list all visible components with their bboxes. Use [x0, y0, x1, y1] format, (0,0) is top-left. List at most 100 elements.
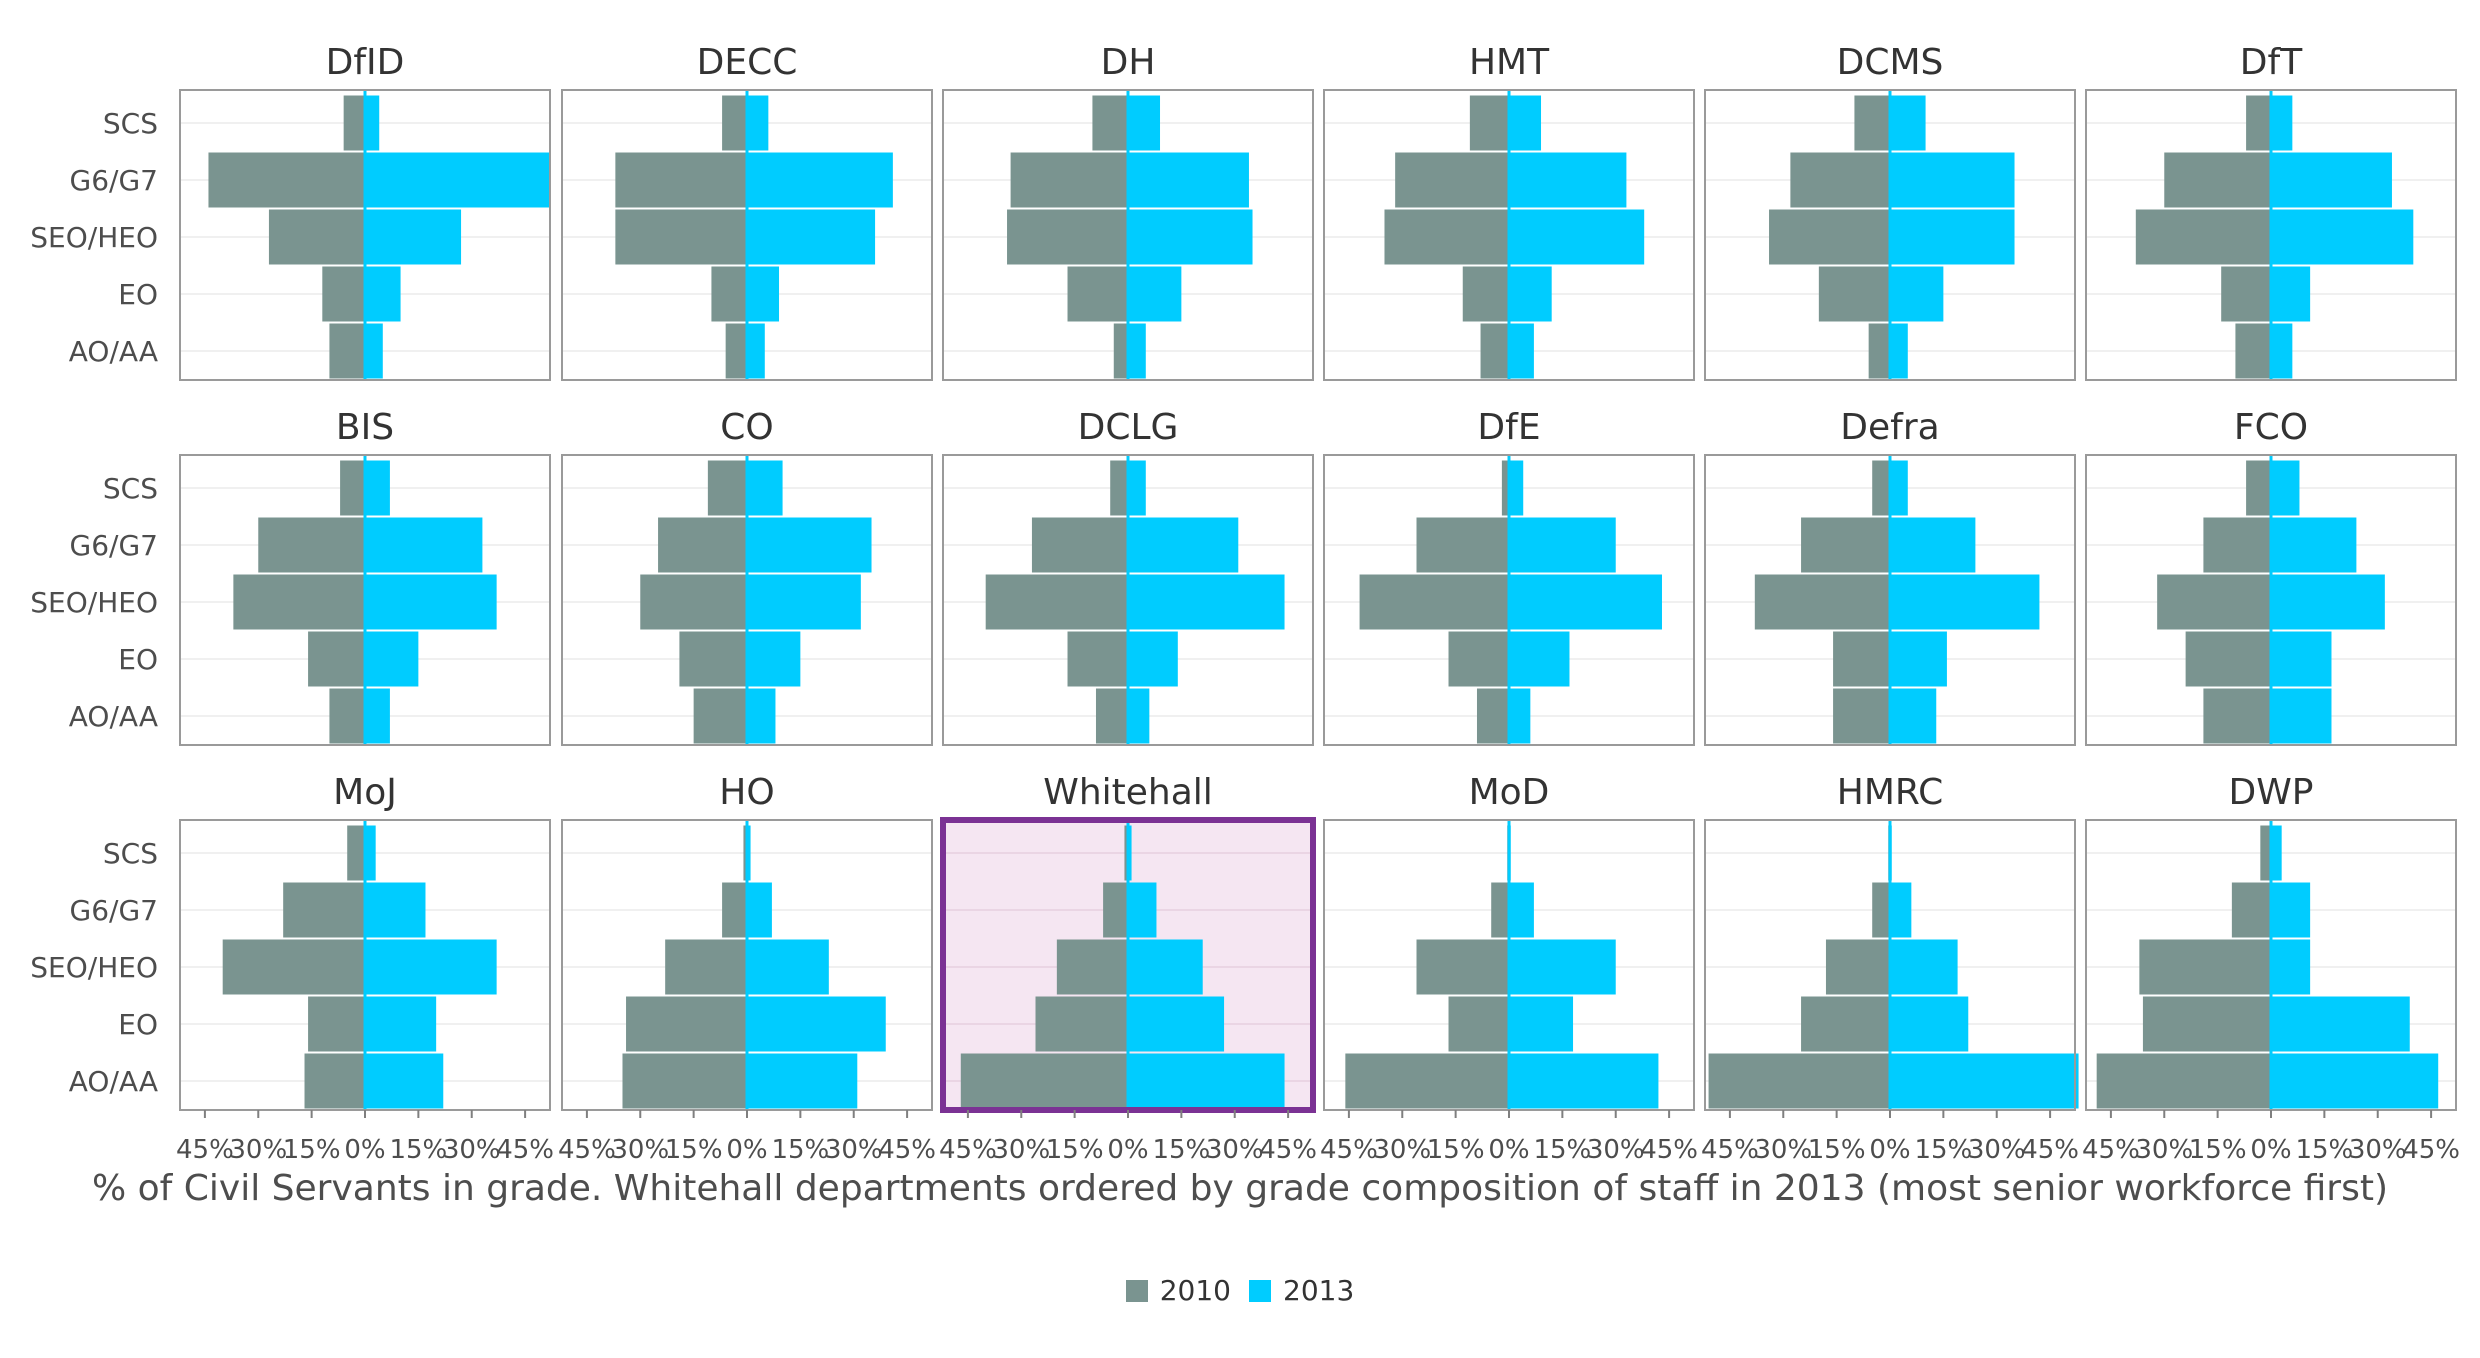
bar-2010-g6-g7 — [1416, 517, 1509, 573]
bar-2010-g6-g7 — [2164, 152, 2271, 208]
x-tick-label: 0% — [2250, 1135, 2291, 1165]
bar-2010-eo — [2185, 631, 2271, 687]
bar-2010-seo-heo — [1769, 209, 1890, 265]
bar-2010-ao-aa — [960, 1053, 1128, 1109]
bar-2013-scs — [1128, 95, 1161, 151]
bar-2010-g6-g7 — [1010, 152, 1128, 208]
bar-2013-ao-aa — [365, 1053, 444, 1109]
bar-2010-eo — [711, 266, 747, 322]
bar-2010-scs — [722, 95, 747, 151]
x-tick-label: 30% — [825, 1135, 883, 1165]
panel-border — [179, 89, 551, 381]
bar-2013-ao-aa — [2271, 323, 2293, 379]
panel-title: Whitehall — [1043, 772, 1213, 813]
panel-border — [561, 454, 933, 746]
bar-2013-eo — [1890, 631, 1947, 687]
bar-2010-ao-aa — [1345, 1053, 1509, 1109]
bar-2010-ao-aa — [1833, 688, 1890, 744]
bar-2013-seo-heo — [1509, 574, 1662, 630]
bar-2013-ao-aa — [1128, 1053, 1285, 1109]
bar-2010-ao-aa — [725, 323, 747, 379]
panel-border — [179, 454, 551, 746]
x-tick-label: 30% — [611, 1135, 669, 1165]
bar-2010-scs — [340, 460, 365, 516]
x-tick-label: 15% — [2295, 1135, 2353, 1165]
bar-2013-g6-g7 — [747, 882, 772, 938]
bar-2010-ao-aa — [304, 1053, 365, 1109]
y-tick-g6-g7: G6/G7 — [70, 529, 158, 562]
x-tick-label: 45% — [1640, 1135, 1698, 1165]
bar-2013-ao-aa — [1890, 688, 1937, 744]
bar-2013-scs — [747, 95, 769, 151]
x-tick-label: 15% — [1808, 1135, 1866, 1165]
bar-2010-eo — [1035, 996, 1128, 1052]
x-tick-label: 45% — [1320, 1135, 1378, 1165]
panel-border — [1704, 89, 2076, 381]
bar-2013-seo-heo — [1509, 209, 1645, 265]
panel-dfid: DfID SCS G6/G7 SEO/HEO EO AO/AA — [30, 42, 551, 381]
bar-2013-eo — [747, 996, 886, 1052]
panel-title: FCO — [2234, 407, 2308, 448]
bar-2010-scs — [347, 825, 365, 881]
bar-2013-eo — [747, 266, 780, 322]
panel-border — [1704, 454, 2076, 746]
bar-2013-g6-g7 — [1128, 517, 1239, 573]
x-tick-label: 45% — [176, 1135, 234, 1165]
bar-2010-scs — [1872, 460, 1890, 516]
bar-2010-g6-g7 — [615, 152, 747, 208]
x-tick-label: 45% — [2021, 1135, 2079, 1165]
x-axis-caption: % of Civil Servants in grade. Whitehall … — [91, 1168, 2389, 1209]
panel-dfe: DfE — [1323, 407, 1695, 746]
x-tick-label: 15% — [283, 1135, 341, 1165]
panel-co: CO — [561, 407, 933, 746]
x-tick-label: 0% — [726, 1135, 767, 1165]
bar-2010-g6-g7 — [208, 152, 365, 208]
bar-2013-ao-aa — [2271, 688, 2332, 744]
bar-2013-scs — [1128, 825, 1132, 881]
bar-2010-ao-aa — [329, 688, 365, 744]
bar-2013-eo — [2271, 631, 2332, 687]
panel-border — [2085, 454, 2457, 746]
panel-border — [1323, 454, 1695, 746]
bar-2010-scs — [743, 825, 747, 881]
bar-2010-g6-g7 — [1031, 517, 1128, 573]
bar-2010-scs — [1124, 825, 1128, 881]
bar-2013-eo — [1890, 266, 1944, 322]
x-tick-label: 0% — [1488, 1135, 1529, 1165]
bar-2010-ao-aa — [329, 323, 365, 379]
bar-2013-scs — [747, 460, 783, 516]
bar-2010-eo — [308, 996, 365, 1052]
bar-2010-eo — [1462, 266, 1509, 322]
bar-2010-seo-heo — [233, 574, 365, 630]
bar-2013-ao-aa — [365, 323, 383, 379]
panel-title: DECC — [697, 42, 798, 83]
bar-2010-scs — [2246, 95, 2271, 151]
x-tick-label: 30% — [1754, 1135, 1812, 1165]
bar-2010-seo-heo — [2157, 574, 2271, 630]
bar-2013-g6-g7 — [747, 152, 893, 208]
bar-2010-seo-heo — [615, 209, 747, 265]
bar-2010-g6-g7 — [2231, 882, 2271, 938]
bar-2013-scs — [2271, 825, 2282, 881]
bar-2010-eo — [1067, 266, 1128, 322]
bar-2010-g6-g7 — [1790, 152, 1890, 208]
y-tick-seo-heo: SEO/HEO — [30, 221, 158, 254]
panel-title: HMT — [1469, 42, 1550, 83]
bar-2013-scs — [2271, 95, 2293, 151]
bar-2010-g6-g7 — [658, 517, 747, 573]
panel-decc: DECC — [561, 42, 933, 381]
x-tick-label: 0% — [1107, 1135, 1148, 1165]
bar-2013-scs — [365, 825, 376, 881]
bar-2013-seo-heo — [747, 574, 861, 630]
y-tick-g6-g7: G6/G7 — [70, 164, 158, 197]
x-tick-label: 45% — [939, 1135, 997, 1165]
panel-title: DfID — [326, 42, 405, 83]
bar-2010-scs — [2246, 460, 2271, 516]
bar-2013-seo-heo — [1890, 574, 2040, 630]
panel-title: MoD — [1469, 772, 1550, 813]
panel-defra: Defra — [1704, 407, 2076, 746]
x-tick-label: 15% — [1533, 1135, 1591, 1165]
bar-2010-scs — [2260, 825, 2271, 881]
bar-2013-g6-g7 — [1509, 517, 1616, 573]
